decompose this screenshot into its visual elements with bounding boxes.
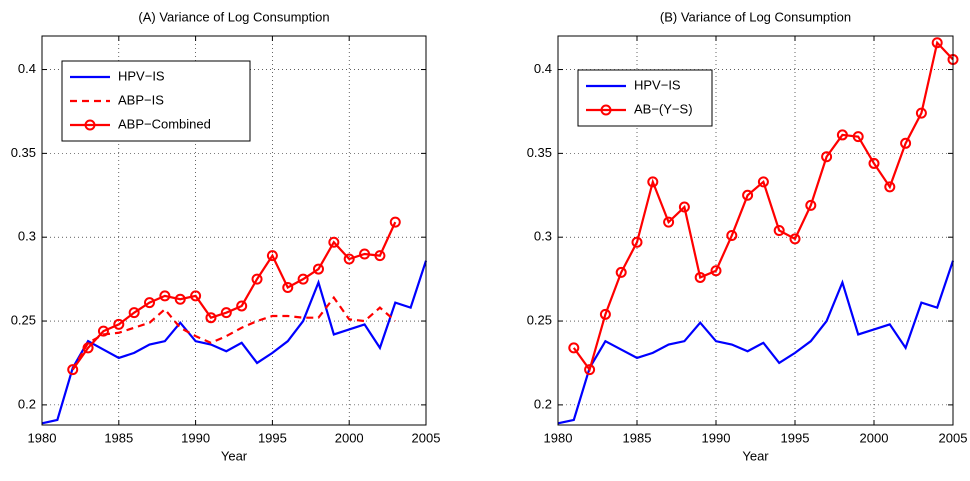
- x-tick-label: 1980: [28, 430, 57, 445]
- series-line: [557, 260, 955, 425]
- series-line: [71, 221, 397, 371]
- legend-label: ABP−IS: [118, 92, 164, 107]
- point-marker: [82, 342, 94, 354]
- point-marker: [584, 364, 596, 376]
- point-marker: [174, 293, 186, 305]
- y-tick-label: 0.25: [527, 312, 552, 327]
- y-tick-label: 0.35: [11, 145, 36, 160]
- y-tick-label: 0.4: [534, 61, 552, 76]
- point-marker: [113, 318, 125, 330]
- x-tick-label: 1990: [702, 430, 731, 445]
- legend-box: [577, 69, 713, 127]
- legend-label: HPV−IS: [118, 68, 165, 83]
- point-marker: [726, 230, 738, 242]
- point-marker: [251, 273, 263, 285]
- point-marker: [868, 157, 880, 169]
- point-marker: [615, 266, 627, 278]
- x-tick-label: 2000: [860, 430, 889, 445]
- y-tick-label: 0.3: [534, 229, 552, 244]
- point-marker: [852, 131, 864, 143]
- point-marker: [805, 199, 817, 211]
- y-tick-label: 0.25: [11, 312, 36, 327]
- point-marker: [631, 236, 643, 248]
- point-marker: [144, 297, 156, 309]
- point-marker: [568, 342, 580, 354]
- point-marker: [359, 248, 371, 260]
- x-tick-label: 1990: [181, 430, 210, 445]
- chart-title: (B) Variance of Log Consumption: [660, 9, 851, 24]
- plot-frame: [41, 35, 427, 426]
- point-marker: [900, 137, 912, 149]
- point-marker: [821, 151, 833, 163]
- chart-title: (A) Variance of Log Consumption: [138, 9, 329, 24]
- point-marker: [931, 37, 943, 49]
- series-line: [572, 40, 954, 373]
- series-line: [71, 295, 397, 371]
- x-tick-label: 2005: [412, 430, 441, 445]
- x-tick-label: 2000: [335, 430, 364, 445]
- y-tick-label: 0.2: [18, 396, 36, 411]
- x-tick-label: 1995: [258, 430, 287, 445]
- x-tick-label: 1985: [104, 430, 133, 445]
- legend-marker: [84, 119, 96, 131]
- point-marker: [220, 307, 232, 319]
- point-marker: [205, 312, 217, 324]
- point-marker: [97, 325, 109, 337]
- x-tick-label: 1995: [781, 430, 810, 445]
- point-marker: [67, 364, 79, 376]
- point-marker: [742, 189, 754, 201]
- point-marker: [647, 176, 659, 188]
- point-marker: [915, 107, 927, 119]
- y-tick-label: 0.2: [534, 396, 552, 411]
- x-axis-label: Year: [742, 448, 769, 463]
- point-marker: [773, 225, 785, 236]
- legend-label: ABP−Combined: [118, 116, 211, 131]
- plot-frame: [557, 35, 954, 426]
- legend-label: HPV−IS: [634, 77, 681, 92]
- legend-label: AB−(Y−S): [634, 101, 693, 116]
- x-tick-label: 2005: [939, 430, 968, 445]
- y-tick-label: 0.4: [18, 61, 36, 76]
- series-line: [41, 260, 428, 425]
- x-axis-label: Year: [221, 448, 248, 463]
- point-marker: [190, 290, 202, 302]
- point-marker: [694, 271, 706, 283]
- point-marker: [297, 273, 309, 285]
- point-marker: [266, 250, 278, 262]
- y-tick-label: 0.35: [527, 145, 552, 160]
- point-marker: [757, 176, 769, 188]
- point-marker: [312, 263, 324, 275]
- y-tick-label: 0.3: [18, 229, 36, 244]
- point-marker: [599, 308, 611, 320]
- point-marker: [128, 307, 140, 319]
- legend-marker: [600, 104, 612, 116]
- point-marker: [159, 290, 171, 302]
- point-marker: [374, 250, 386, 262]
- point-marker: [389, 216, 401, 228]
- x-tick-label: 1980: [544, 430, 573, 445]
- point-marker: [343, 253, 355, 265]
- point-marker: [663, 216, 675, 228]
- point-marker: [836, 129, 848, 141]
- point-marker: [789, 233, 801, 245]
- point-marker: [236, 300, 248, 312]
- point-marker: [678, 201, 690, 213]
- x-tick-label: 1985: [623, 430, 652, 445]
- point-marker: [884, 181, 896, 193]
- point-marker: [282, 282, 294, 294]
- point-marker: [328, 236, 340, 248]
- point-marker: [710, 265, 722, 277]
